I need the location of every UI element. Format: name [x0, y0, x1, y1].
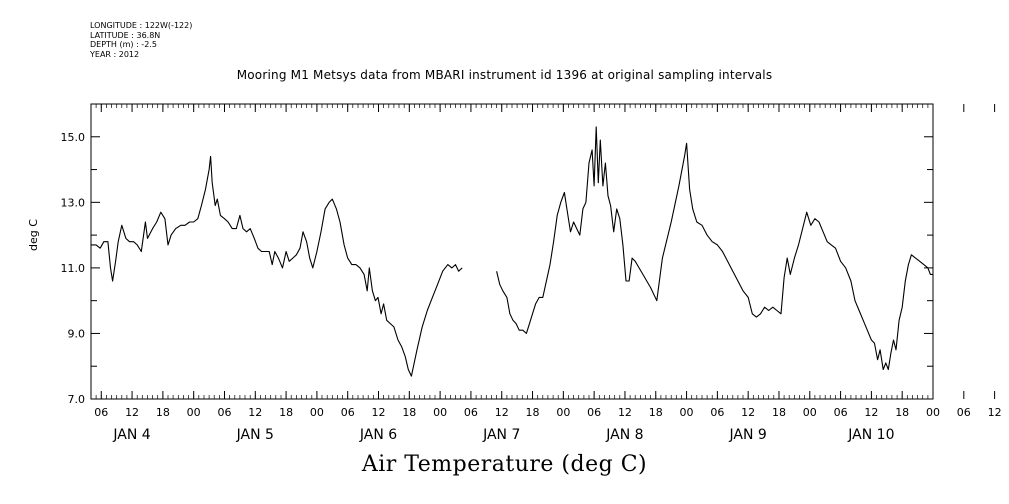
meta-year: YEAR : 2012	[90, 49, 140, 59]
x-tick-label: 12	[125, 406, 139, 419]
x-tick-label: 00	[680, 406, 694, 419]
x-tick-label: 12	[988, 406, 1002, 419]
x-tick-label: 18	[156, 406, 170, 419]
x-tick-label: 18	[895, 406, 909, 419]
series-line	[496, 126, 933, 371]
x-tick-label: 12	[864, 406, 878, 419]
y-tick-label: 11.0	[61, 262, 86, 275]
x-day-label: JAN 9	[729, 427, 767, 443]
series-lines	[91, 126, 933, 377]
meta-latitude: LATITUDE : 36.8N	[90, 30, 161, 40]
y-tick-label: 9.0	[68, 327, 86, 340]
x-tick-label: 12	[741, 406, 755, 419]
x-tick-label: 06	[217, 406, 231, 419]
metadata-block: LONGITUDE : 122W(-122) LATITUDE : 36.8N …	[90, 21, 192, 59]
plot-axes	[90, 103, 996, 400]
tick-labels: 06 12 18 00 06 12 18 00 06 12 18 00 06 12 18 00 06 12 18 00…	[61, 131, 1002, 443]
chart-title: Mooring M1 Metsys data from MBARI instru…	[236, 68, 773, 82]
series-line	[91, 155, 463, 377]
x-minor-ticks	[90, 104, 934, 399]
x-tick-label: 06	[464, 406, 478, 419]
y-axis-label: deg C	[27, 219, 40, 251]
y-tick-label: 15.0	[61, 131, 86, 144]
x-tick-label: 06	[834, 406, 848, 419]
x-tick-label: 00	[187, 406, 201, 419]
y-tick-label: 13.0	[61, 196, 86, 209]
y-tick-label: 7.0	[68, 393, 86, 406]
x-axis-title: Air Temperature (deg C)	[361, 452, 648, 477]
x-tick-label: 00	[433, 406, 447, 419]
x-tick-label: 06	[341, 406, 355, 419]
x-tick-label: 06	[587, 406, 601, 419]
x-tick-label: 12	[495, 406, 509, 419]
x-tick-label: 18	[649, 406, 663, 419]
x-tick-label: 12	[248, 406, 262, 419]
x-day-label: JAN 8	[605, 427, 643, 443]
x-tick-label: 06	[94, 406, 108, 419]
x-tick-label: 00	[556, 406, 570, 419]
x-tick-label: 18	[402, 406, 416, 419]
x-tick-label: 12	[618, 406, 632, 419]
x-day-label: JAN 4	[112, 427, 150, 443]
x-tick-label: 06	[957, 406, 971, 419]
x-day-label: JAN 7	[482, 427, 520, 443]
x-day-label: JAN 6	[359, 427, 397, 443]
x-day-label: JAN 5	[236, 427, 274, 443]
x-tick-label: 00	[310, 406, 324, 419]
meta-depth: DEPTH (m) : -2.5	[90, 40, 157, 49]
x-tick-label: 18	[772, 406, 786, 419]
x-tick-label: 18	[279, 406, 293, 419]
x-tick-label: 18	[526, 406, 540, 419]
meta-longitude: LONGITUDE : 122W(-122)	[90, 21, 193, 30]
x-tick-label: 12	[372, 406, 386, 419]
x-day-label: JAN 10	[847, 427, 894, 443]
x-tick-label: 00	[803, 406, 817, 419]
plot-frame	[90, 103, 934, 400]
x-tick-label: 00	[926, 406, 940, 419]
x-tick-label: 06	[710, 406, 724, 419]
